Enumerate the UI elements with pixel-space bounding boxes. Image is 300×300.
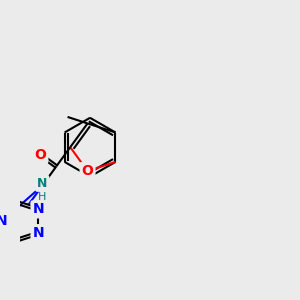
Text: H: H: [38, 192, 46, 202]
Text: N: N: [0, 214, 8, 228]
Text: N: N: [32, 202, 44, 216]
Text: N: N: [37, 177, 47, 190]
Text: N: N: [32, 226, 44, 240]
Text: O: O: [82, 164, 94, 178]
Text: O: O: [34, 148, 46, 162]
